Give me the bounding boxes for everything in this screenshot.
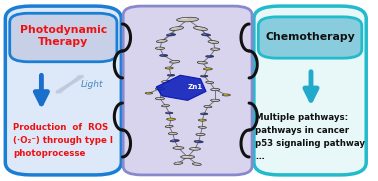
Ellipse shape bbox=[192, 163, 201, 165]
Ellipse shape bbox=[202, 113, 204, 114]
Ellipse shape bbox=[145, 92, 153, 94]
Ellipse shape bbox=[161, 81, 169, 83]
Ellipse shape bbox=[210, 41, 214, 42]
FancyBboxPatch shape bbox=[254, 6, 366, 175]
Ellipse shape bbox=[194, 27, 208, 30]
Ellipse shape bbox=[211, 99, 220, 102]
Ellipse shape bbox=[211, 89, 220, 91]
Ellipse shape bbox=[199, 62, 203, 63]
Ellipse shape bbox=[170, 60, 180, 63]
FancyBboxPatch shape bbox=[258, 17, 362, 58]
Ellipse shape bbox=[173, 147, 184, 149]
Text: Multiple pathways:
pathways in cancer
p53 signaling pathway
…: Multiple pathways: pathways in cancer p5… bbox=[255, 113, 365, 161]
Ellipse shape bbox=[156, 40, 167, 43]
Ellipse shape bbox=[167, 67, 169, 68]
Ellipse shape bbox=[165, 125, 173, 127]
Text: Photodynamic
Therapy: Photodynamic Therapy bbox=[20, 24, 107, 47]
Ellipse shape bbox=[224, 94, 226, 95]
Ellipse shape bbox=[166, 112, 173, 114]
Ellipse shape bbox=[163, 105, 166, 106]
Ellipse shape bbox=[194, 163, 197, 164]
Ellipse shape bbox=[206, 81, 214, 83]
Ellipse shape bbox=[175, 147, 179, 148]
Ellipse shape bbox=[167, 112, 169, 113]
Ellipse shape bbox=[167, 118, 175, 120]
Ellipse shape bbox=[165, 67, 173, 69]
Ellipse shape bbox=[200, 113, 208, 115]
Ellipse shape bbox=[161, 105, 169, 107]
Ellipse shape bbox=[183, 156, 188, 157]
Ellipse shape bbox=[170, 140, 179, 142]
Text: Chemotherapy: Chemotherapy bbox=[265, 32, 355, 42]
Ellipse shape bbox=[196, 133, 205, 136]
Ellipse shape bbox=[197, 61, 208, 64]
Ellipse shape bbox=[201, 34, 211, 36]
Ellipse shape bbox=[211, 48, 220, 50]
Ellipse shape bbox=[212, 48, 215, 49]
Text: Zn1: Zn1 bbox=[187, 84, 203, 90]
Ellipse shape bbox=[181, 155, 195, 159]
Ellipse shape bbox=[171, 61, 175, 62]
Ellipse shape bbox=[200, 119, 203, 120]
Ellipse shape bbox=[155, 47, 164, 49]
Ellipse shape bbox=[155, 97, 164, 100]
Ellipse shape bbox=[155, 88, 164, 90]
Ellipse shape bbox=[174, 162, 183, 165]
Ellipse shape bbox=[167, 74, 175, 76]
Ellipse shape bbox=[172, 27, 177, 29]
Ellipse shape bbox=[206, 55, 214, 57]
Text: Light: Light bbox=[81, 80, 103, 89]
Ellipse shape bbox=[157, 47, 160, 48]
Ellipse shape bbox=[196, 141, 199, 142]
Ellipse shape bbox=[180, 18, 188, 19]
Ellipse shape bbox=[191, 148, 195, 149]
Ellipse shape bbox=[196, 27, 201, 29]
Ellipse shape bbox=[160, 54, 168, 56]
Polygon shape bbox=[156, 75, 206, 100]
Ellipse shape bbox=[198, 119, 206, 121]
FancyBboxPatch shape bbox=[123, 6, 252, 175]
Ellipse shape bbox=[212, 89, 215, 90]
FancyBboxPatch shape bbox=[5, 6, 121, 175]
Ellipse shape bbox=[194, 141, 203, 143]
Ellipse shape bbox=[172, 140, 175, 141]
Ellipse shape bbox=[203, 34, 206, 35]
Ellipse shape bbox=[203, 68, 212, 70]
Ellipse shape bbox=[147, 92, 149, 93]
FancyBboxPatch shape bbox=[10, 13, 117, 62]
Ellipse shape bbox=[204, 106, 212, 108]
Text: Production  of  ROS
(·O₂⁻) through type I
photoprocesse: Production of ROS (·O₂⁻) through type I … bbox=[13, 123, 113, 158]
Ellipse shape bbox=[166, 34, 176, 36]
Ellipse shape bbox=[200, 75, 208, 77]
Ellipse shape bbox=[168, 34, 171, 35]
Ellipse shape bbox=[158, 40, 162, 41]
Ellipse shape bbox=[198, 126, 206, 128]
Ellipse shape bbox=[170, 133, 173, 134]
Ellipse shape bbox=[168, 132, 178, 135]
Ellipse shape bbox=[202, 75, 204, 76]
Ellipse shape bbox=[189, 148, 200, 150]
Ellipse shape bbox=[222, 94, 230, 96]
Ellipse shape bbox=[208, 41, 219, 43]
Ellipse shape bbox=[157, 88, 160, 89]
Ellipse shape bbox=[170, 27, 184, 30]
Ellipse shape bbox=[205, 106, 208, 107]
Ellipse shape bbox=[175, 162, 178, 163]
Ellipse shape bbox=[177, 17, 198, 22]
Ellipse shape bbox=[205, 68, 208, 69]
Ellipse shape bbox=[168, 118, 171, 119]
